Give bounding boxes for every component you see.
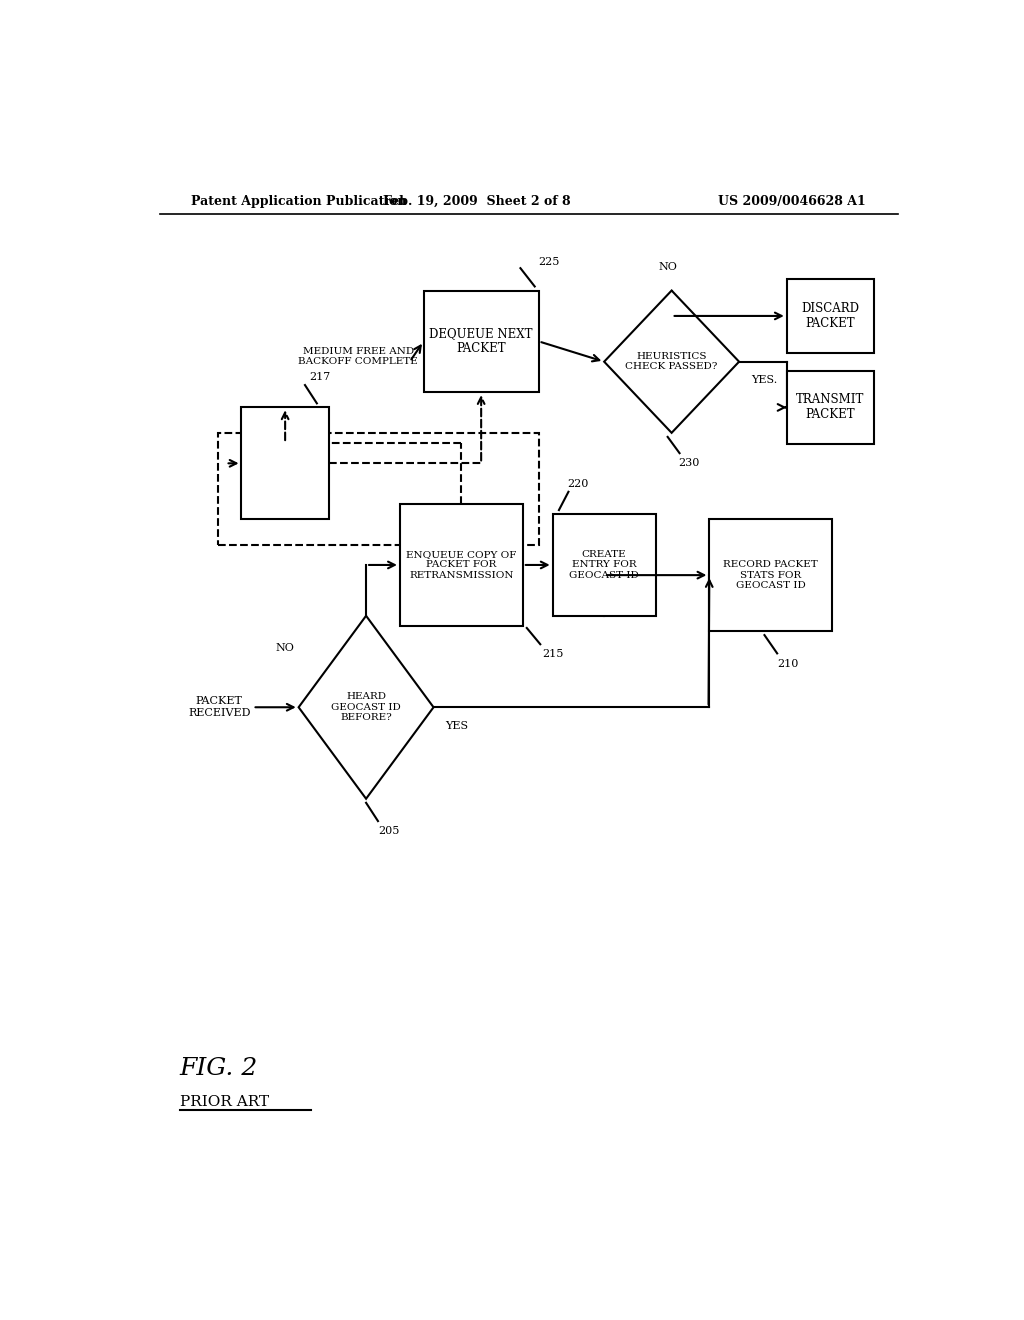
Text: YES.: YES.: [751, 375, 777, 385]
Text: CREATE
ENTRY FOR
GEOCAST ID: CREATE ENTRY FOR GEOCAST ID: [569, 550, 639, 579]
Text: DEQUEUE NEXT
PACKET: DEQUEUE NEXT PACKET: [429, 327, 532, 355]
Text: PRIOR ART: PRIOR ART: [179, 1094, 268, 1109]
FancyBboxPatch shape: [786, 371, 873, 444]
Text: HEURISTICS
CHECK PASSED?: HEURISTICS CHECK PASSED?: [626, 352, 718, 371]
Text: ENQUEUE COPY OF
PACKET FOR
RETRANSMISSION: ENQUEUE COPY OF PACKET FOR RETRANSMISSIO…: [407, 550, 516, 579]
Text: 230: 230: [678, 458, 699, 469]
FancyBboxPatch shape: [242, 408, 329, 519]
Text: HEARD
GEOCAST ID
BEFORE?: HEARD GEOCAST ID BEFORE?: [331, 693, 401, 722]
Text: TRANSMIT
PACKET: TRANSMIT PACKET: [796, 393, 864, 421]
Text: YES: YES: [445, 721, 469, 730]
Text: PACKET
RECEIVED: PACKET RECEIVED: [188, 697, 251, 718]
Text: RECORD PACKET
STATS FOR
GEOCAST ID: RECORD PACKET STATS FOR GEOCAST ID: [723, 560, 818, 590]
FancyBboxPatch shape: [399, 504, 523, 626]
Text: US 2009/0046628 A1: US 2009/0046628 A1: [718, 194, 866, 207]
FancyBboxPatch shape: [424, 290, 539, 392]
Polygon shape: [299, 615, 433, 799]
Text: NO: NO: [275, 643, 295, 653]
Text: Feb. 19, 2009  Sheet 2 of 8: Feb. 19, 2009 Sheet 2 of 8: [383, 194, 571, 207]
Text: 217: 217: [309, 372, 330, 381]
Text: NO: NO: [658, 263, 677, 272]
Text: FIG. 2: FIG. 2: [179, 1056, 258, 1080]
FancyBboxPatch shape: [786, 280, 873, 352]
Polygon shape: [604, 290, 739, 433]
Text: 215: 215: [543, 649, 564, 660]
Text: 210: 210: [777, 659, 799, 668]
FancyBboxPatch shape: [710, 519, 833, 631]
Text: DISCARD
PACKET: DISCARD PACKET: [802, 302, 859, 330]
Text: 220: 220: [567, 479, 588, 488]
Text: MEDIUM FREE AND
BACKOFF COMPLETE: MEDIUM FREE AND BACKOFF COMPLETE: [298, 347, 418, 366]
Text: Patent Application Publication: Patent Application Publication: [191, 194, 407, 207]
FancyBboxPatch shape: [553, 515, 655, 616]
Text: 225: 225: [538, 257, 559, 267]
Text: 205: 205: [378, 826, 399, 837]
